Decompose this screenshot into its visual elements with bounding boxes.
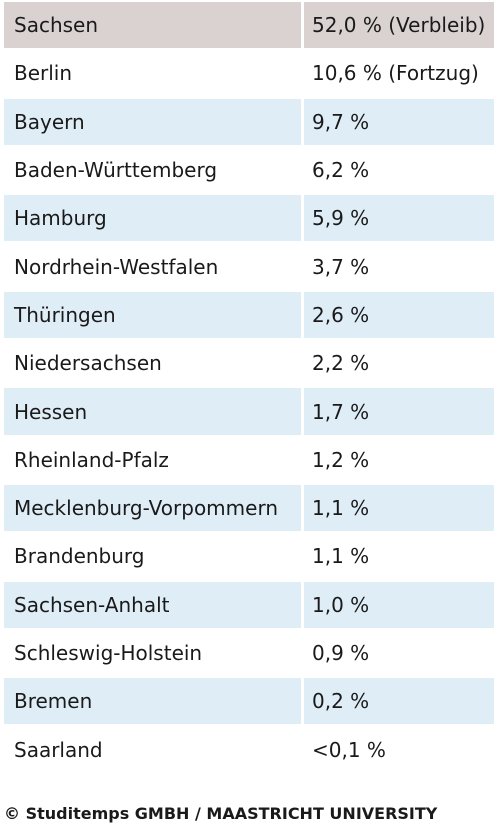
table-row: Rheinland-Pfalz 1,2 % (4, 436, 494, 483)
region-cell: Saarland (4, 726, 301, 773)
region-cell: Nordrhein-Westfalen (4, 243, 301, 290)
table-row: Baden-Württemberg 6,2 % (4, 146, 494, 194)
region-cell: Rheinland-Pfalz (4, 436, 301, 483)
region-cell: Berlin (4, 50, 301, 97)
share-cell: 3,7 % (304, 243, 494, 290)
share-cell: <0,1 % (304, 726, 494, 773)
copyright-credit: © Studitemps GMBH / MAASTRICHT UNIVERSIT… (4, 804, 438, 823)
region-cell: Sachsen-Anhalt (4, 581, 301, 628)
region-cell: Schleswig-Holstein (4, 629, 301, 677)
table-row: Berlin 10,6 % (Fortzug) (4, 50, 494, 97)
share-cell: 1,1 % (304, 533, 494, 580)
table-row: Brandenburg 1,1 % (4, 533, 494, 580)
share-cell: 2,6 % (304, 291, 494, 339)
share-cell: 1,1 % (304, 484, 494, 532)
region-cell: Mecklenburg-Vorpommern (4, 484, 301, 532)
table-row: Hamburg 5,9 % (4, 195, 494, 242)
table-row: Nordrhein-Westfalen 3,7 % (4, 243, 494, 290)
share-cell: 1,7 % (304, 388, 494, 435)
table-row: Hessen 1,7 % (4, 388, 494, 435)
region-cell: Thüringen (4, 291, 301, 339)
state-share-table: Sachsen 52,0 % (Verbleib) Berlin 10,6 % … (4, 2, 494, 775)
table-row: Bayern 9,7 % (4, 98, 494, 145)
region-cell: Sachsen (4, 2, 301, 49)
table-row: Bremen 0,2 % (4, 678, 494, 725)
share-cell: 6,2 % (304, 146, 494, 194)
region-cell: Brandenburg (4, 533, 301, 580)
table-row: Sachsen 52,0 % (Verbleib) (4, 2, 494, 49)
region-cell: Hamburg (4, 195, 301, 242)
table-row: Niedersachsen 2,2 % (4, 340, 494, 387)
share-cell: 1,2 % (304, 436, 494, 483)
share-cell: 0,2 % (304, 678, 494, 725)
share-cell: 9,7 % (304, 98, 494, 145)
share-cell: 0,9 % (304, 629, 494, 677)
region-cell: Bremen (4, 678, 301, 725)
table-row: Schleswig-Holstein 0,9 % (4, 629, 494, 677)
table-row: Mecklenburg-Vorpommern 1,1 % (4, 484, 494, 532)
share-cell: 2,2 % (304, 340, 494, 387)
region-cell: Hessen (4, 388, 301, 435)
region-cell: Baden-Württemberg (4, 146, 301, 194)
share-cell: 5,9 % (304, 195, 494, 242)
share-cell: 1,0 % (304, 581, 494, 628)
region-cell: Niedersachsen (4, 340, 301, 387)
share-cell: 52,0 % (Verbleib) (304, 2, 494, 49)
table-row: Sachsen-Anhalt 1,0 % (4, 581, 494, 628)
region-cell: Bayern (4, 98, 301, 145)
share-cell: 10,6 % (Fortzug) (304, 50, 494, 97)
table-row: Thüringen 2,6 % (4, 291, 494, 339)
table-row: Saarland <0,1 % (4, 726, 494, 773)
